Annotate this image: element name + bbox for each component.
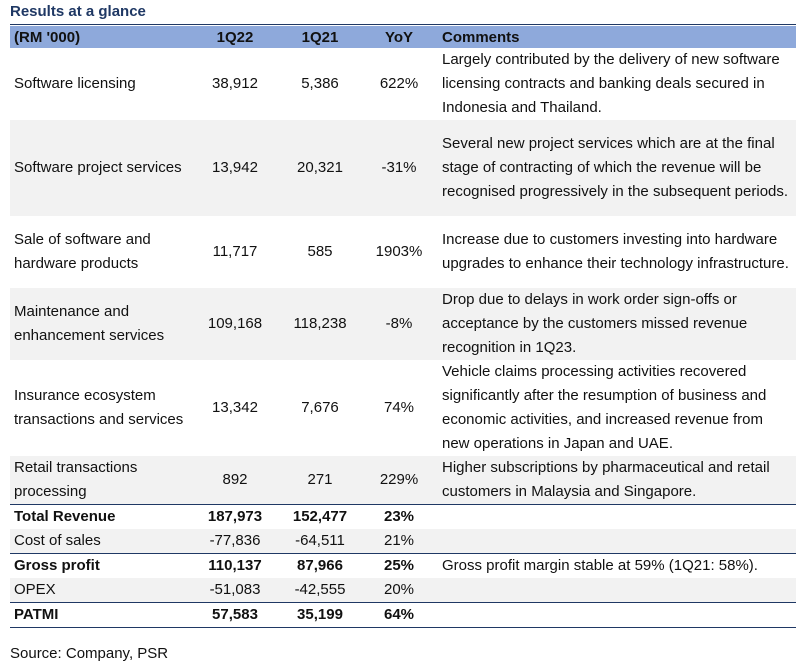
table-row: Software licensing 38,912 5,386 622% Lar… (10, 48, 796, 120)
table-row: Sale of software and hardware products 1… (10, 216, 796, 288)
results-table: (RM '000) 1Q22 1Q21 YoY Comments Softwar… (10, 26, 796, 628)
value-1q22: 187,973 (190, 504, 280, 529)
table-title: Results at a glance (10, 3, 146, 20)
row-comment (438, 578, 796, 603)
row-label: Software licensing (14, 75, 136, 92)
row-label: Retail transactions processing (10, 456, 190, 505)
row-comment (438, 504, 796, 529)
table-row: Software project services 13,942 20,321 … (10, 120, 796, 216)
value-1q22: 892 (190, 456, 280, 505)
value-yoy: 229% (360, 456, 438, 505)
table-row-patmi: PATMI 57,583 35,199 64% (10, 602, 796, 628)
value-1q22: 110,137 (190, 553, 280, 578)
header-unit: (RM '000) (10, 26, 190, 48)
value-1q21: 118,238 (280, 288, 360, 360)
header-1q21: 1Q21 (280, 26, 360, 48)
value-1q21: 585 (307, 243, 333, 260)
value-yoy: 1903% (375, 243, 423, 260)
table-row: OPEX -51,083 -42,555 20% (10, 578, 796, 603)
row-comment: Several new project services which are a… (438, 120, 796, 216)
value-yoy: 23% (360, 504, 438, 529)
value-1q21: 7,676 (301, 399, 339, 416)
row-label: Cost of sales (10, 529, 190, 554)
value-1q21: 152,477 (280, 504, 360, 529)
value-1q21: 5,386 (301, 75, 339, 92)
row-comment: Drop due to delays in work order sign-of… (438, 288, 796, 360)
value-yoy: -8% (360, 288, 438, 360)
header-row: (RM '000) 1Q22 1Q21 YoY Comments (10, 26, 796, 48)
value-1q21: 271 (280, 456, 360, 505)
row-comment: Vehicle claims processing activities rec… (442, 363, 767, 452)
value-1q21: 35,199 (280, 602, 360, 628)
value-yoy: 25% (360, 553, 438, 578)
row-comment: Higher subscriptions by pharmaceutical a… (438, 456, 796, 505)
value-yoy: -31% (360, 120, 438, 216)
value-1q21: 87,966 (280, 553, 360, 578)
row-label: Sale of software and hardware products (14, 231, 151, 272)
value-yoy: 21% (360, 529, 438, 554)
table-row-total-revenue: Total Revenue 187,973 152,477 23% (10, 504, 796, 529)
value-1q22: 57,583 (190, 602, 280, 628)
row-label: OPEX (10, 578, 190, 603)
row-label: Software project services (10, 120, 190, 216)
value-yoy: 622% (379, 75, 419, 92)
value-1q22: -77,836 (190, 529, 280, 554)
row-label: Total Revenue (10, 504, 190, 529)
table-row: Cost of sales -77,836 -64,511 21% (10, 529, 796, 554)
header-1q22: 1Q22 (190, 26, 280, 48)
value-yoy: 20% (360, 578, 438, 603)
header-comments: Comments (438, 26, 796, 48)
value-1q22: 38,912 (212, 75, 258, 92)
row-label: Maintenance and enhancement services (10, 288, 190, 360)
value-1q21: -42,555 (280, 578, 360, 603)
row-comment (438, 529, 796, 554)
value-1q21: -64,511 (280, 529, 360, 554)
value-1q22: 13,342 (212, 399, 258, 416)
row-comment: Gross profit margin stable at 59% (1Q21:… (438, 553, 796, 578)
table-row-gross-profit: Gross profit 110,137 87,966 25% Gross pr… (10, 553, 796, 578)
row-label: Gross profit (10, 553, 190, 578)
value-1q22: 11,717 (212, 243, 258, 260)
row-comment (438, 602, 796, 628)
row-label: Insurance ecosystem transactions and ser… (14, 387, 184, 428)
value-1q21: 20,321 (280, 120, 360, 216)
source-note: Source: Company, PSR (10, 645, 169, 662)
row-label: PATMI (10, 602, 190, 628)
table-row: Retail transactions processing 892 271 2… (10, 456, 796, 505)
value-1q22: 13,942 (190, 120, 280, 216)
value-1q22: -51,083 (190, 578, 280, 603)
value-1q22: 109,168 (190, 288, 280, 360)
value-yoy: 74% (383, 399, 415, 416)
value-yoy: 64% (360, 602, 438, 628)
table-row: Insurance ecosystem transactions and ser… (10, 360, 796, 456)
header-yoy: YoY (360, 26, 438, 48)
row-comment: Increase due to customers investing into… (442, 231, 789, 272)
title-underline (10, 24, 796, 25)
table-row: Maintenance and enhancement services 109… (10, 288, 796, 360)
row-comment: Largely contributed by the delivery of n… (442, 51, 780, 116)
